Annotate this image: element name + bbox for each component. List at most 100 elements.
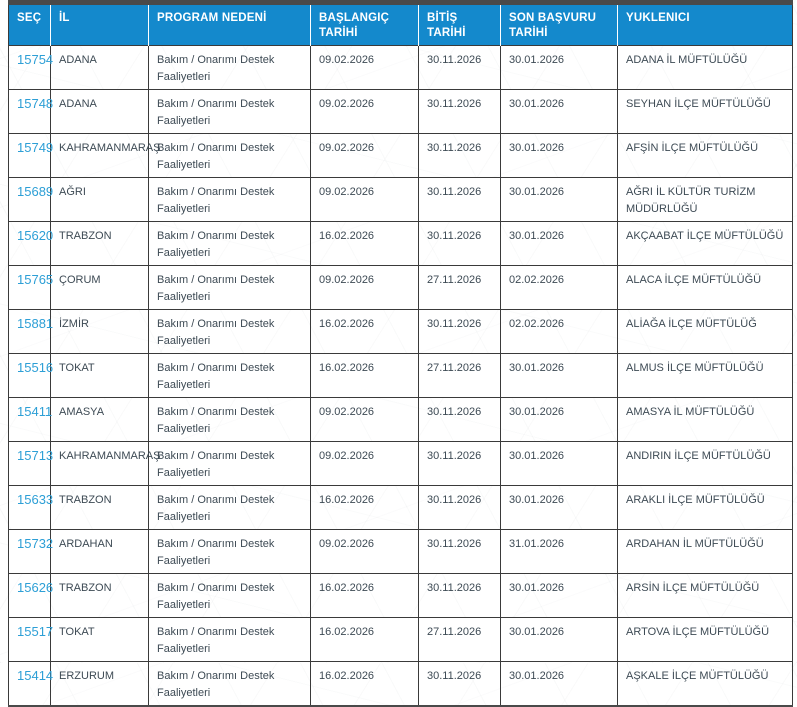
program-table-container: SEÇ İL PROGRAM NEDENİ BAŞLANGIÇ TARİHİ B… xyxy=(8,0,793,707)
record-id-link[interactable]: 15517 xyxy=(17,624,54,639)
cell-sec: 15732 xyxy=(8,529,54,574)
record-id-link[interactable]: 15754 xyxy=(17,52,54,67)
cell-son-basvuru: 30.01.2026 xyxy=(500,441,618,486)
cell-sec: 15620 xyxy=(8,221,54,266)
cell-program: Bakım / Onarımı Destek Faaliyetleri xyxy=(148,573,311,618)
cell-bitis: 30.11.2026 xyxy=(418,485,501,530)
cell-sec: 15516 xyxy=(8,353,54,398)
cell-sec: 15749 xyxy=(8,133,54,178)
cell-son-basvuru: 30.01.2026 xyxy=(500,397,618,442)
record-id-link[interactable]: 15689 xyxy=(17,184,54,199)
cell-baslangic: 16.02.2026 xyxy=(310,221,419,266)
cell-yuklenici: ALACA İLÇE MÜFTÜLÜĞÜ xyxy=(617,265,793,310)
cell-sec: 15765 xyxy=(8,265,54,310)
cell-il: ERZURUM xyxy=(50,661,149,707)
record-id-link[interactable]: 15414 xyxy=(17,668,54,683)
column-header-bitis: BİTİŞ TARİHİ xyxy=(418,2,501,46)
cell-program: Bakım / Onarımı Destek Faaliyetleri xyxy=(148,265,311,310)
cell-sec: 15689 xyxy=(8,177,54,222)
cell-yuklenici: ADANA İL MÜFTÜLÜĞÜ xyxy=(617,45,793,90)
cell-program: Bakım / Onarımı Destek Faaliyetleri xyxy=(148,529,311,574)
table-row: 15411 AMASYA Bakım / Onarımı Destek Faal… xyxy=(8,397,793,442)
cell-baslangic: 16.02.2026 xyxy=(310,617,419,662)
cell-il: ARDAHAN xyxy=(50,529,149,574)
cell-bitis: 30.11.2026 xyxy=(418,133,501,178)
record-id-link[interactable]: 15749 xyxy=(17,140,54,155)
cell-yuklenici: AĞRI İL KÜLTÜR TURİZM MÜDÜRLÜĞÜ xyxy=(617,177,793,222)
cell-son-basvuru: 02.02.2026 xyxy=(500,309,618,354)
cell-yuklenici: ANDIRIN İLÇE MÜFTÜLÜĞÜ xyxy=(617,441,793,486)
cell-son-basvuru: 30.01.2026 xyxy=(500,573,618,618)
record-id-link[interactable]: 15732 xyxy=(17,536,54,551)
record-id-link[interactable]: 15713 xyxy=(17,448,54,463)
cell-sec: 15414 xyxy=(8,661,54,707)
record-id-link[interactable]: 15626 xyxy=(17,580,54,595)
cell-yuklenici: AFŞİN İLÇE MÜFTÜLÜĞÜ xyxy=(617,133,793,178)
record-id-link[interactable]: 15516 xyxy=(17,360,54,375)
column-header-son-basvuru: SON BAŞVURU TARİHİ xyxy=(500,2,618,46)
cell-sec: 15633 xyxy=(8,485,54,530)
cell-son-basvuru: 31.01.2026 xyxy=(500,529,618,574)
record-id-link[interactable]: 15633 xyxy=(17,492,54,507)
cell-il: AĞRI xyxy=(50,177,149,222)
column-header-sec: SEÇ xyxy=(8,2,51,46)
program-table: SEÇ İL PROGRAM NEDENİ BAŞLANGIÇ TARİHİ B… xyxy=(8,0,793,707)
cell-yuklenici: ALMUS İLÇE MÜFTÜLÜĞÜ xyxy=(617,353,793,398)
cell-bitis: 30.11.2026 xyxy=(418,397,501,442)
cell-yuklenici: AŞKALE İLÇE MÜFTÜLÜĞÜ xyxy=(617,661,793,707)
cell-bitis: 27.11.2026 xyxy=(418,265,501,310)
cell-il: İZMİR xyxy=(50,309,149,354)
cell-il: ADANA xyxy=(50,89,149,134)
record-id-link[interactable]: 15411 xyxy=(17,404,53,419)
record-id-link[interactable]: 15881 xyxy=(17,316,54,331)
cell-baslangic: 09.02.2026 xyxy=(310,133,419,178)
cell-bitis: 27.11.2026 xyxy=(418,617,501,662)
cell-sec: 15748 xyxy=(8,89,54,134)
cell-il: AMASYA xyxy=(50,397,149,442)
cell-program: Bakım / Onarımı Destek Faaliyetleri xyxy=(148,89,311,134)
cell-baslangic: 16.02.2026 xyxy=(310,353,419,398)
cell-son-basvuru: 30.01.2026 xyxy=(500,133,618,178)
cell-bitis: 30.11.2026 xyxy=(418,573,501,618)
cell-program: Bakım / Onarımı Destek Faaliyetleri xyxy=(148,485,311,530)
record-id-link[interactable]: 15765 xyxy=(17,272,54,287)
cell-sec: 15881 xyxy=(8,309,54,354)
cell-son-basvuru: 30.01.2026 xyxy=(500,353,618,398)
table-header-row: SEÇ İL PROGRAM NEDENİ BAŞLANGIÇ TARİHİ B… xyxy=(8,2,793,46)
cell-yuklenici: ALİAĞA İLÇE MÜFTÜLÜĞ xyxy=(617,309,793,354)
column-header-baslangic: BAŞLANGIÇ TARİHİ xyxy=(310,2,419,46)
table-row: 15881 İZMİR Bakım / Onarımı Destek Faali… xyxy=(8,309,793,354)
table-body: 15754 ADANA Bakım / Onarımı Destek Faali… xyxy=(8,45,793,707)
cell-bitis: 30.11.2026 xyxy=(418,221,501,266)
cell-il: TOKAT xyxy=(50,617,149,662)
record-id-link[interactable]: 15748 xyxy=(17,96,54,111)
cell-baslangic: 16.02.2026 xyxy=(310,573,419,618)
cell-son-basvuru: 30.01.2026 xyxy=(500,89,618,134)
cell-sec: 15713 xyxy=(8,441,54,486)
cell-baslangic: 09.02.2026 xyxy=(310,89,419,134)
cell-il: TOKAT xyxy=(50,353,149,398)
cell-bitis: 30.11.2026 xyxy=(418,309,501,354)
cell-baslangic: 09.02.2026 xyxy=(310,45,419,90)
table-row: 15517 TOKAT Bakım / Onarımı Destek Faali… xyxy=(8,617,793,662)
column-header-yuklenici: YUKLENICI xyxy=(617,2,793,46)
cell-yuklenici: SEYHAN İLÇE MÜFTÜLÜĞÜ xyxy=(617,89,793,134)
cell-program: Bakım / Onarımı Destek Faaliyetleri xyxy=(148,441,311,486)
cell-bitis: 30.11.2026 xyxy=(418,89,501,134)
cell-sec: 15517 xyxy=(8,617,54,662)
cell-program: Bakım / Onarımı Destek Faaliyetleri xyxy=(148,353,311,398)
cell-program: Bakım / Onarımı Destek Faaliyetleri xyxy=(148,661,311,707)
table-row: 15516 TOKAT Bakım / Onarımı Destek Faali… xyxy=(8,353,793,398)
cell-baslangic: 09.02.2026 xyxy=(310,397,419,442)
cell-program: Bakım / Onarımı Destek Faaliyetleri xyxy=(148,397,311,442)
cell-il: TRABZON xyxy=(50,573,149,618)
cell-yuklenici: ARAKLI İLÇE MÜFTÜLÜĞÜ xyxy=(617,485,793,530)
cell-program: Bakım / Onarımı Destek Faaliyetleri xyxy=(148,133,311,178)
table-row: 15633 TRABZON Bakım / Onarımı Destek Faa… xyxy=(8,485,793,530)
cell-il: ADANA xyxy=(50,45,149,90)
cell-il: TRABZON xyxy=(50,221,149,266)
cell-son-basvuru: 30.01.2026 xyxy=(500,661,618,707)
cell-baslangic: 16.02.2026 xyxy=(310,661,419,707)
record-id-link[interactable]: 15620 xyxy=(17,228,54,243)
table-row: 15626 TRABZON Bakım / Onarımı Destek Faa… xyxy=(8,573,793,618)
